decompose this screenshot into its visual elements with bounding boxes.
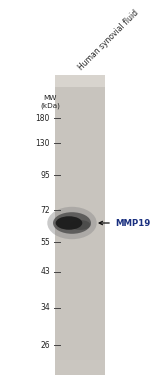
Ellipse shape — [53, 212, 91, 234]
Text: 130: 130 — [36, 138, 50, 147]
Text: MW
(kDa): MW (kDa) — [40, 95, 60, 109]
Text: 55: 55 — [40, 238, 50, 247]
Text: 180: 180 — [36, 114, 50, 123]
Text: 95: 95 — [40, 170, 50, 179]
Text: 72: 72 — [40, 205, 50, 214]
Text: MMP19: MMP19 — [115, 219, 150, 228]
Ellipse shape — [47, 207, 97, 239]
Bar — [55, 75, 105, 87]
Bar — [55, 75, 105, 375]
Text: Human synovial fluid: Human synovial fluid — [77, 8, 140, 72]
Text: 43: 43 — [40, 268, 50, 277]
Ellipse shape — [56, 216, 82, 230]
Text: 26: 26 — [40, 340, 50, 349]
Ellipse shape — [70, 220, 90, 230]
Text: 34: 34 — [40, 303, 50, 312]
Bar — [55, 360, 105, 375]
